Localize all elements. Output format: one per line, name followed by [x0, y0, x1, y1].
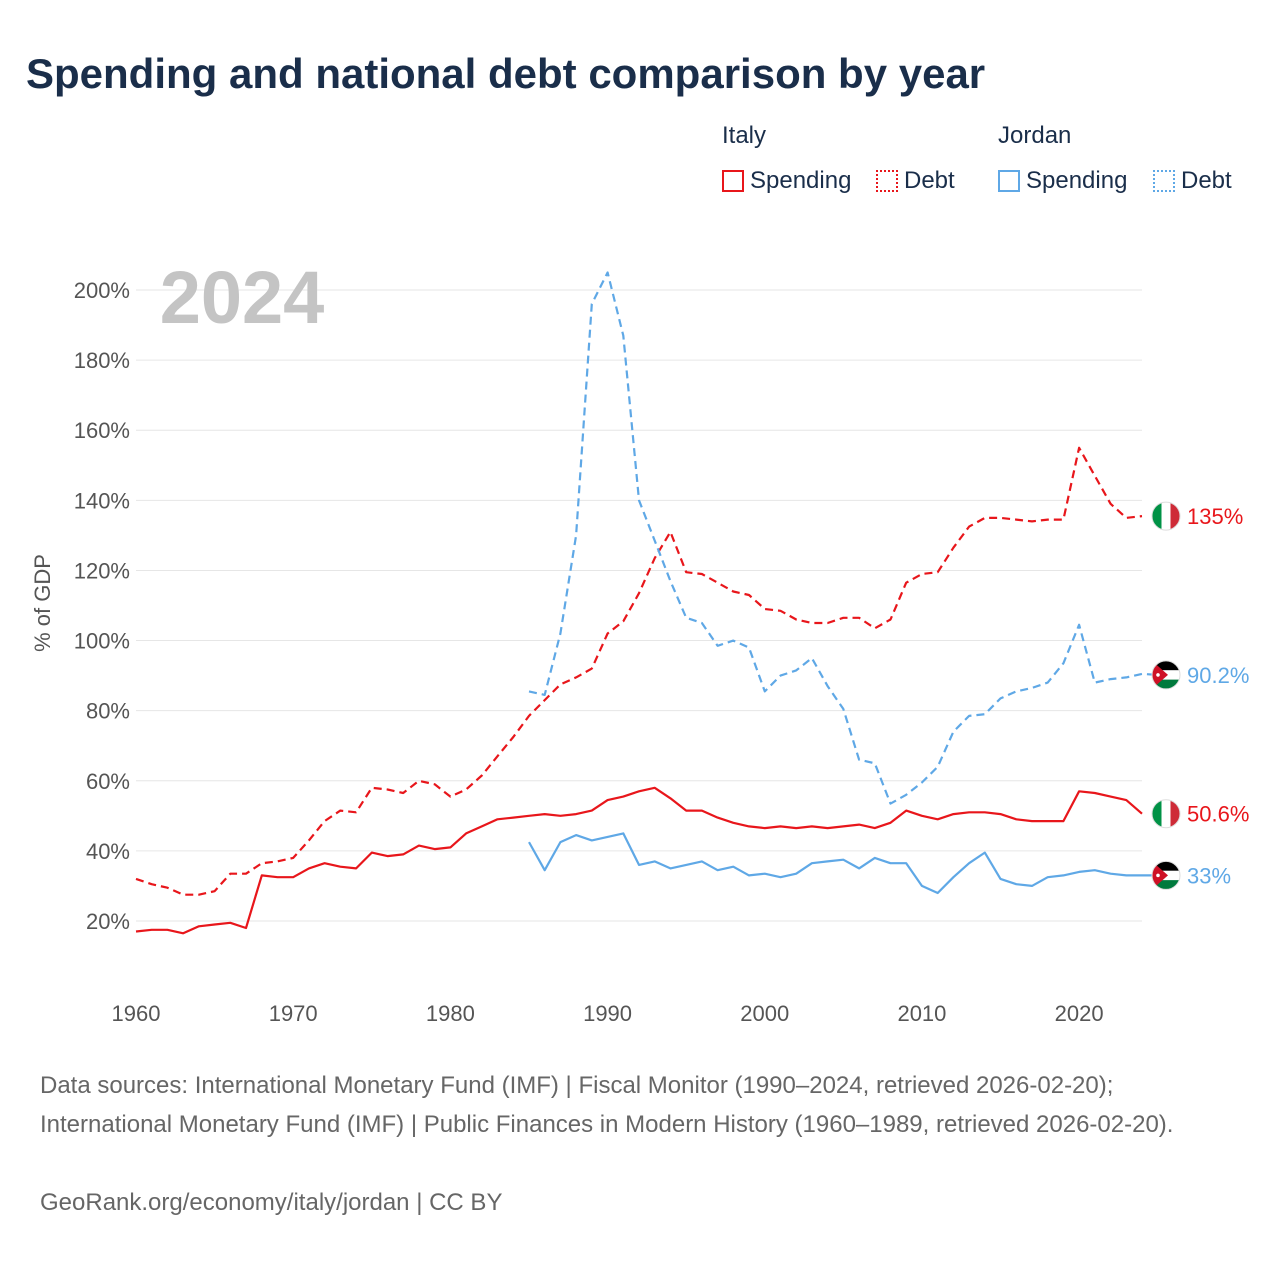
data-sources: Data sources: International Monetary Fun…	[40, 1072, 1174, 1138]
y-tick-label: 20%	[86, 909, 130, 934]
year-watermark: 2024	[160, 256, 325, 339]
y-tick-label: 120%	[74, 558, 130, 583]
legend-jordan-spending-label: Spending	[1026, 167, 1128, 194]
legend-jordan-debt-label: Debt	[1181, 167, 1232, 194]
chart-plot: 20% 40% 60% 80% 100% 120% 140% 160% 180% 200% 1960…	[30, 256, 1249, 1026]
y-tick-label: 140%	[74, 488, 130, 513]
jordan-debt-line[interactable]	[528, 271, 1158, 805]
italy-flag-icon	[1151, 501, 1181, 531]
x-tick-label: 2010	[897, 1001, 946, 1026]
x-tick-label: 2020	[1055, 1001, 1104, 1026]
jordan-spending-line[interactable]	[528, 832, 1158, 895]
legend-jordan-label: Jordan	[998, 122, 1072, 149]
x-tick-label: 1960	[112, 1001, 161, 1026]
legend-italy-debt-label: Debt	[904, 167, 955, 194]
legend-jordan-spending[interactable]: Spending	[998, 164, 1127, 198]
y-tick-label: 100%	[74, 629, 130, 654]
source-credit-link[interactable]: GeoRank.org/economy/italy/jordan | CC BY	[40, 1189, 503, 1216]
legend-dotted-swatch-icon	[1153, 170, 1175, 192]
italy-debt-line[interactable]	[135, 446, 1143, 896]
y-tick-label: 60%	[86, 769, 130, 794]
legend-italy-spending[interactable]: Spending	[722, 164, 851, 198]
italy-spending-line[interactable]	[135, 786, 1143, 935]
y-tick-label: 160%	[74, 418, 130, 443]
y-tick-label: 180%	[74, 348, 130, 373]
italy-end-value-label: 135%	[1187, 504, 1243, 529]
italy-end-value-label: 50.6%	[1187, 802, 1249, 827]
legend-solid-swatch-icon	[998, 170, 1020, 192]
legend-jordan-debt[interactable]: Debt	[1153, 164, 1232, 198]
chart-title: Spending and national debt comparison by…	[26, 50, 986, 97]
legend-solid-swatch-icon	[722, 170, 744, 192]
jordan-flag-icon	[1151, 860, 1181, 890]
y-tick-label: 40%	[86, 839, 130, 864]
legend-dotted-swatch-icon	[876, 170, 898, 192]
jordan-end-value-label: 33%	[1187, 863, 1231, 888]
jordan-flag-icon	[1151, 660, 1181, 690]
x-tick-label: 2000	[740, 1001, 789, 1026]
y-tick-label: 200%	[74, 278, 130, 303]
y-tick-label: 80%	[86, 699, 130, 724]
x-tick-label: 1970	[269, 1001, 318, 1026]
y-axis-label: % of GDP	[30, 554, 55, 652]
legend-italy-label: Italy	[722, 122, 767, 149]
jordan-end-value-label: 90.2%	[1187, 663, 1249, 688]
legend-italy-spending-label: Spending	[750, 167, 852, 194]
x-tick-label: 1980	[426, 1001, 475, 1026]
legend-italy-debt[interactable]: Debt	[876, 164, 955, 198]
italy-flag-icon	[1151, 799, 1181, 829]
x-tick-label: 1990	[583, 1001, 632, 1026]
